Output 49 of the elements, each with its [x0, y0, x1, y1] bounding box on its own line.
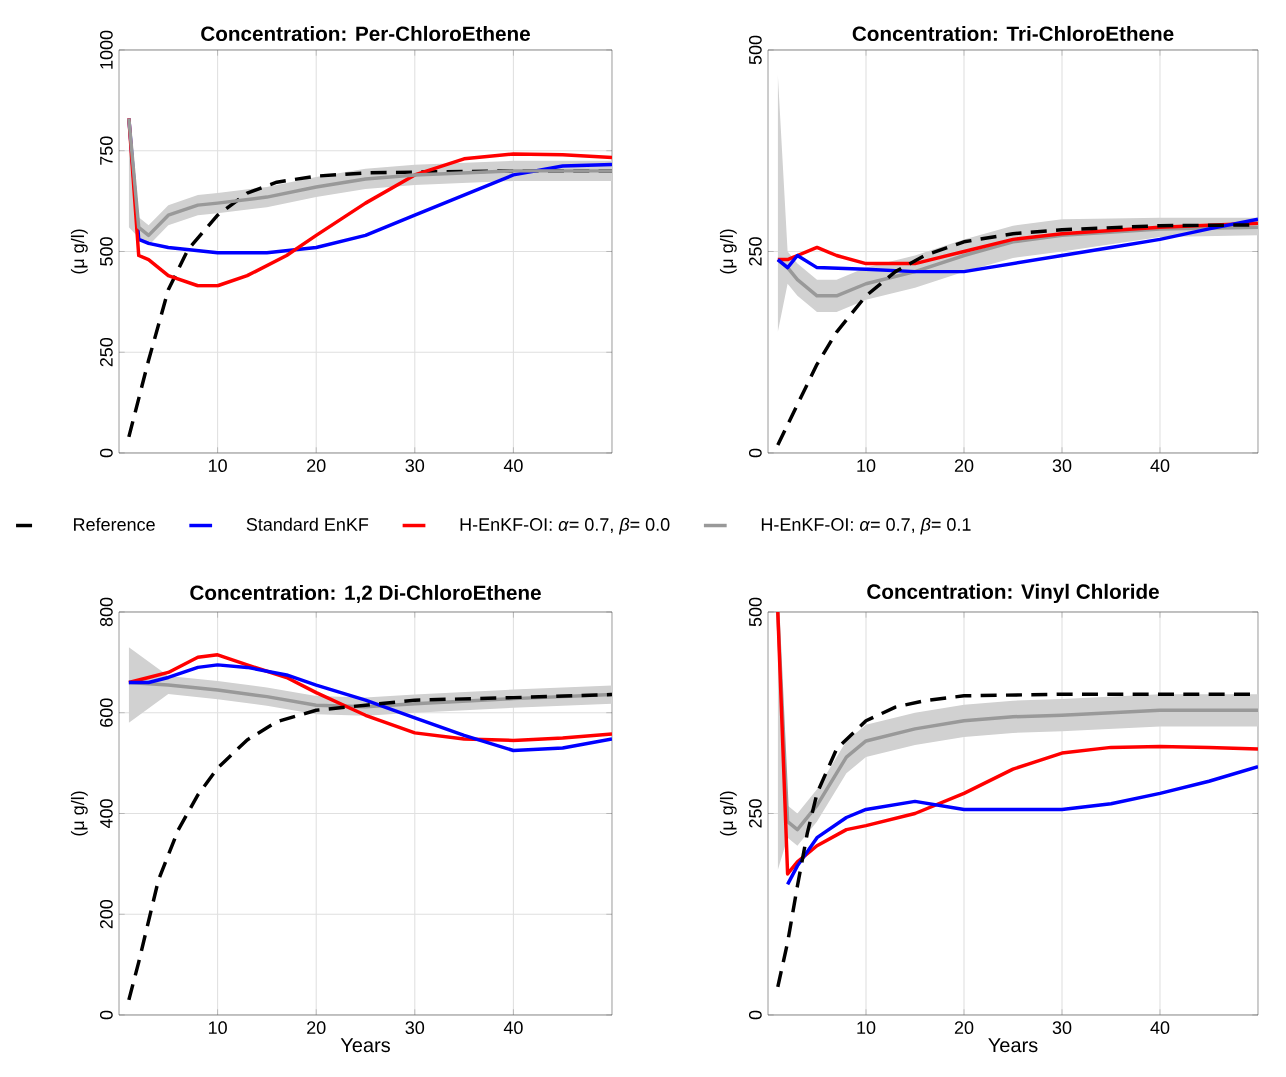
x-tick-label: 20: [954, 1021, 974, 1034]
chart-title: Concentration: 1,2 Di-ChloroEthene: [190, 584, 541, 604]
x-tick-label: 20: [307, 1021, 326, 1034]
y-tick-label: 600: [100, 698, 113, 727]
y-tick-label: 250: [749, 799, 762, 828]
chart-title: Concentration: Per-ChloroEthene: [201, 25, 530, 42]
y-tick-label: 750: [99, 136, 113, 165]
chart-title: Concentration: Tri-ChloroEthene: [852, 25, 1174, 42]
x-tick-label: 10: [857, 1021, 876, 1034]
legend-label: H-EnKF-OI: α= 0.7, β= 0.1: [761, 517, 971, 535]
legend-label: Reference: [74, 517, 155, 531]
x-tick-label: 40: [1150, 459, 1170, 472]
y-tick-label: 500: [749, 597, 762, 627]
x-tick-label: 30: [1052, 459, 1072, 472]
line-series: [127, 653, 612, 743]
y-tick-label: 500: [99, 237, 113, 266]
x-tick-label: 20: [954, 459, 974, 472]
y-axis-title: (μ g/l): [70, 791, 88, 836]
x-axis-title: Years: [340, 1038, 390, 1053]
legend-label: H-EnKF-OI: α= 0.7, β= 0.0: [460, 517, 670, 535]
y-axis-title: (μ g/l): [70, 229, 88, 274]
y-tick-label: 500: [749, 35, 762, 65]
y-tick-label: 0: [749, 448, 762, 458]
chart-title: Concentration: Vinyl Chloride: [867, 583, 1159, 604]
line-series: [127, 663, 612, 753]
y-tick-label: 1000: [99, 30, 113, 69]
y-tick-label: 250: [749, 237, 762, 266]
y-tick-label: 0: [749, 1010, 762, 1020]
y-axis-title: (μ g/l): [719, 791, 737, 836]
x-tick-label: 10: [208, 1021, 227, 1034]
x-tick-label: 40: [1150, 1021, 1170, 1034]
x-tick-label: 30: [1052, 1021, 1072, 1034]
x-tick-label: 40: [503, 1021, 523, 1034]
y-tick-label: 200: [100, 899, 113, 929]
x-tick-label: 40: [503, 459, 523, 472]
x-tick-label: 30: [405, 459, 425, 472]
y-axis-title: (μ g/l): [719, 229, 737, 274]
line-series: [127, 692, 612, 1002]
x-axis-title: Years: [988, 1038, 1038, 1053]
y-tick-label: 400: [100, 799, 113, 829]
y-tick-label: 800: [100, 597, 113, 627]
y-tick-label: 250: [99, 337, 113, 367]
y-tick-label: 0: [99, 448, 113, 458]
legend-label: Standard EnKF: [246, 517, 369, 531]
x-tick-label: 10: [208, 459, 227, 472]
x-tick-label: 20: [307, 459, 326, 472]
x-tick-label: 30: [405, 1021, 425, 1034]
x-tick-label: 10: [857, 459, 876, 472]
y-tick-label: 0: [100, 1010, 113, 1020]
